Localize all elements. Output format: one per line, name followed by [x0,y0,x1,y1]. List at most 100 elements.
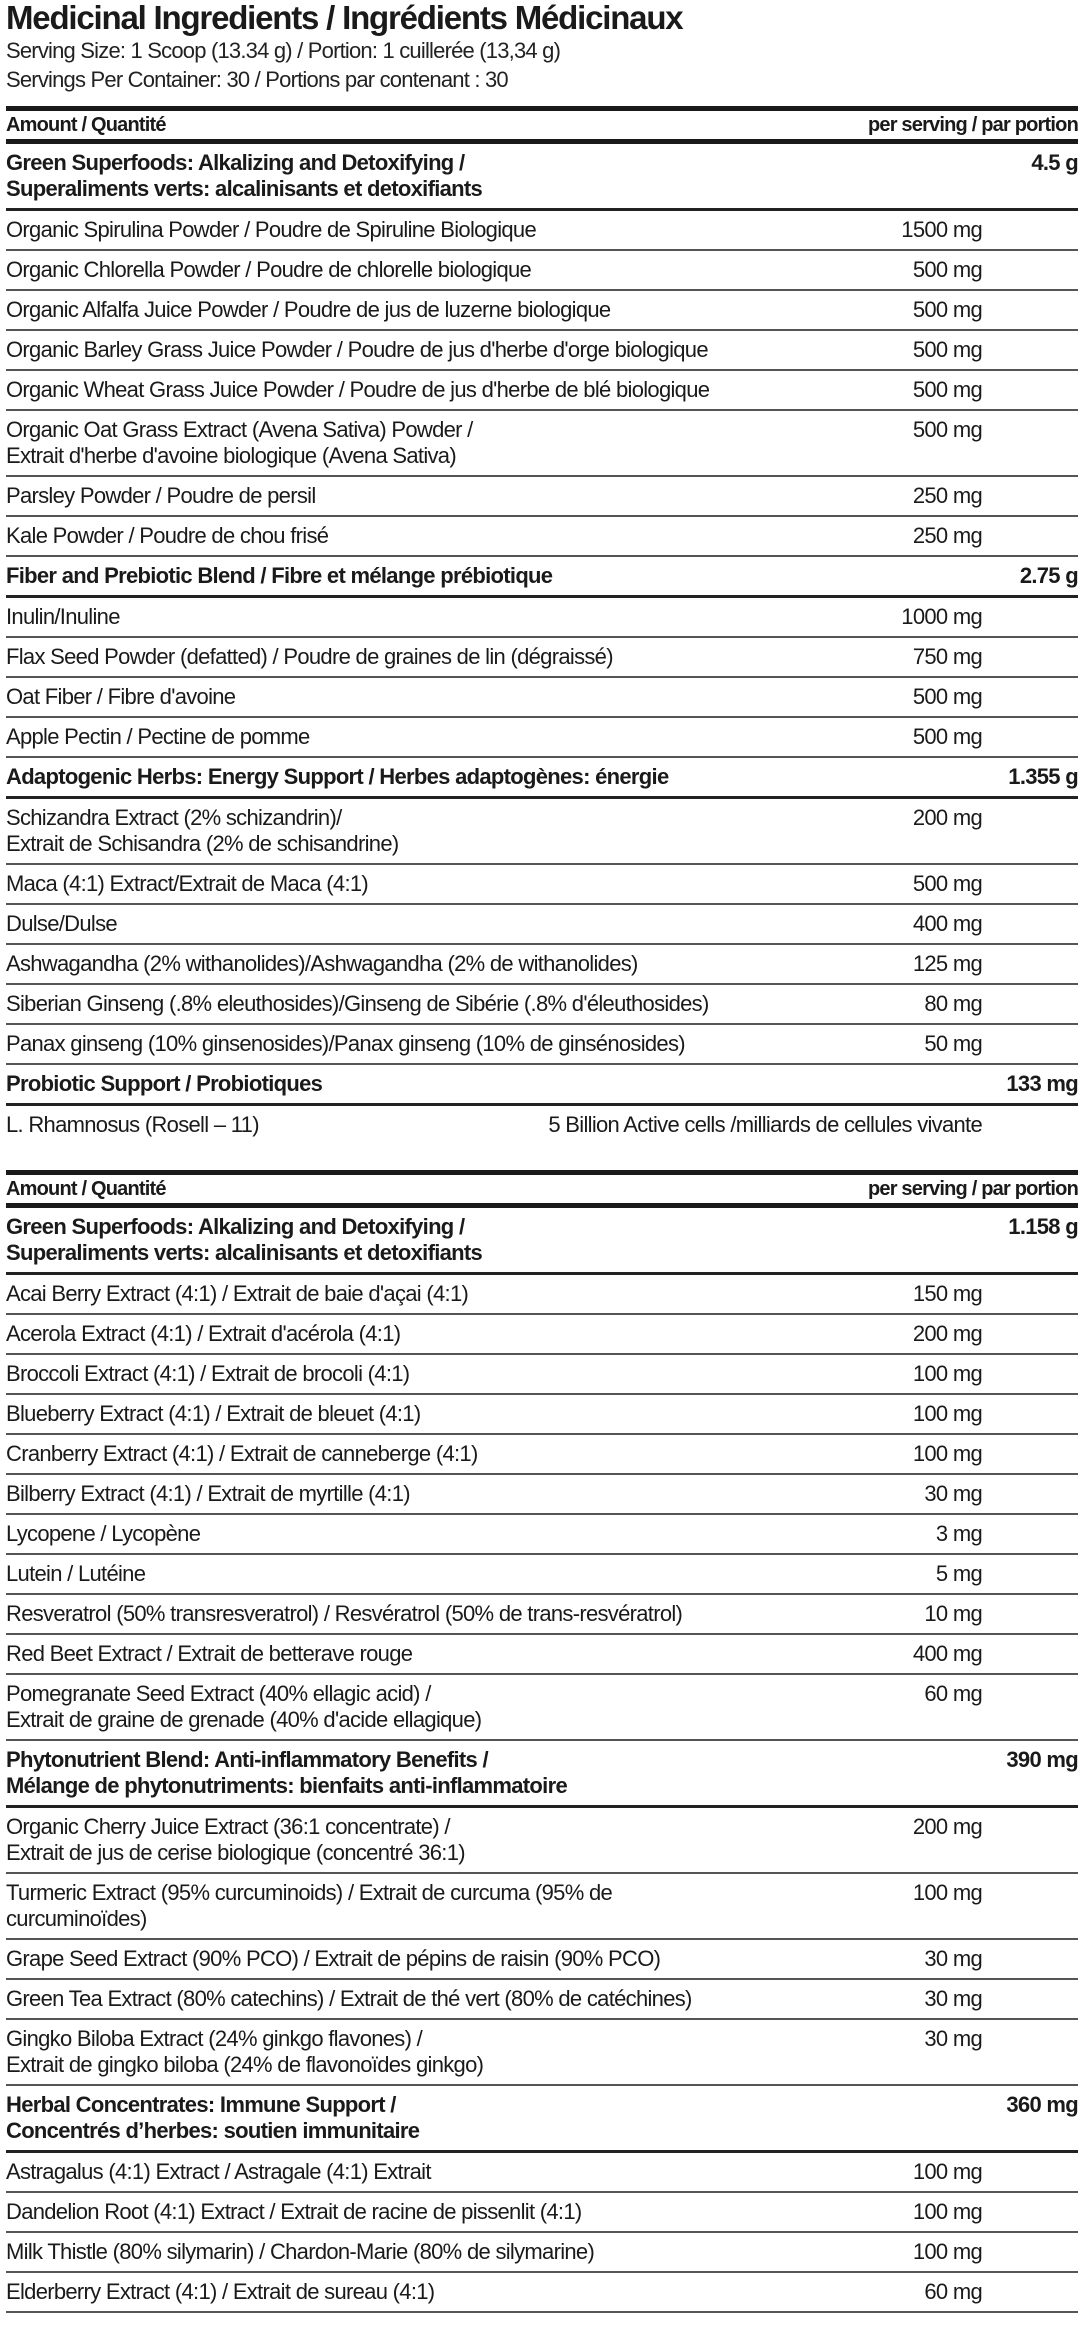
group-amount: 4.5 g [1031,150,1078,175]
group-name: Herbal Concentrates: Immune Support / Con… [6,2092,878,2144]
ingredient-name-line: Apple Pectin / Pectine de pomme [6,724,310,749]
ingredient-name-line: Organic Wheat Grass Juice Powder / Poudr… [6,377,710,402]
ingredient-amount: 125 mg [912,951,983,976]
group-row: Fiber and Prebiotic Blend / Fibre et mél… [6,557,1079,598]
ingredient-name: Organic Barley Grass Juice Powder / Poud… [6,337,732,363]
ingredient-name: Bilberry Extract (4:1) / Extrait de myrt… [6,1481,732,1507]
page-title: Medicinal Ingredients / Ingrédients Médi… [6,0,684,36]
table-divider [6,106,1078,111]
ingredient-name: Siberian Ginseng (.8% eleuthosides)/Gins… [6,991,732,1017]
ingredient-name-line: Blueberry Extract (4:1) / Extrait de ble… [6,1401,421,1426]
ingredient-amount: 3 mg [935,1521,983,1546]
ingredient-name: Parsley Powder / Poudre de persil [6,483,732,509]
group-name-line: Superaliments verts: alcalinisants et de… [6,1240,483,1265]
ingredient-row: Acai Berry Extract (4:1) / Extrait de ba… [6,1275,1078,1315]
ingredient-name-line: Pomegranate Seed Extract (40% ellagic ac… [6,1681,431,1706]
ingredient-amount: 1000 mg [901,604,982,629]
ingredient-amount: 100 mg [912,1401,983,1426]
ingredient-name-line: Green Tea Extract (80% catechins) / Extr… [6,1986,692,2011]
group-name: Phytonutrient Blend: Anti-inflammatory B… [6,1747,878,1799]
group-row: Green Superfoods: Alkalizing and Detoxif… [6,1208,1079,1275]
ingredient-name-line: Organic Barley Grass Juice Powder / Poud… [6,337,709,362]
ingredient-row: Panax ginseng (10% ginsenosides)/Panax g… [6,1025,1078,1065]
ingredient-name: Red Beet Extract / Extrait de betterave … [6,1641,732,1667]
per-serving-header: per serving / par portion [867,1178,1079,1200]
ingredient-amount: 400 mg [912,1641,983,1666]
ingredient-name: Elderberry Extract (4:1) / Extrait de su… [6,2279,732,2305]
ingredient-name-line: Elderberry Extract (4:1) / Extrait de su… [6,2279,435,2304]
ingredient-row: Organic Spirulina Powder / Poudre de Spi… [6,211,1078,251]
ingredient-row: Schizandra Extract (2% schizandrin)/Extr… [6,799,1078,865]
ingredient-amount: 250 mg [912,523,983,548]
group-name-line: Superaliments verts: alcalinisants et de… [6,176,483,201]
ingredient-tables: Amount / Quantité per serving / par porti… [6,106,1079,2313]
ingredient-name: Oat Fiber / Fibre d'avoine [6,684,732,710]
ingredient-amount: 30 mg [924,1481,982,1506]
ingredient-row: Apple Pectin / Pectine de pomme 500 mg [6,718,1078,758]
group-name-line: Phytonutrient Blend: Anti-inflammatory B… [6,1747,489,1772]
ingredient-amount: 5 Billion Active cells /milliards de cel… [548,1112,982,1137]
group-name-line: Green Superfoods: Alkalizing and Detoxif… [6,150,465,175]
ingredient-name-line: Grape Seed Extract (90% PCO) / Extrait d… [6,1946,661,1971]
ingredient-row: Gingko Biloba Extract (24% ginkgo flavon… [6,2020,1078,2086]
ingredient-name: Apple Pectin / Pectine de pomme [6,724,732,750]
ingredient-row: Astragalus (4:1) Extract / Astragale (4:… [6,2153,1078,2193]
ingredient-name: Ashwagandha (2% withanolides)/Ashwagandh… [6,951,732,977]
ingredient-name: Lycopene / Lycopène [6,1521,732,1547]
ingredient-row: Oat Fiber / Fibre d'avoine 500 mg [6,678,1078,718]
ingredient-name-line: Inulin/Inuline [6,604,120,629]
ingredient-name: Milk Thistle (80% silymarin) / Chardon-M… [6,2239,732,2265]
ingredient-name-line: Oat Fiber / Fibre d'avoine [6,684,236,709]
ingredient-name: L. Rhamnosus (Rosell – 11) [6,1112,546,1138]
table-divider [6,1203,1078,1208]
ingredient-name: Schizandra Extract (2% schizandrin)/Extr… [6,805,732,857]
ingredient-amount: 250 mg [912,483,983,508]
ingredient-name-line: Lutein / Lutéine [6,1561,146,1586]
group-name-line: Herbal Concentrates: Immune Support / [6,2092,396,2117]
ingredient-name-line: Organic Spirulina Powder / Poudre de Spi… [6,217,537,242]
ingredient-row: Bilberry Extract (4:1) / Extrait de myrt… [6,1475,1078,1515]
ingredient-name-line: L. Rhamnosus (Rosell – 11) [6,1112,260,1137]
ingredient-amount: 30 mg [924,2026,982,2051]
ingredient-row: Green Tea Extract (80% catechins) / Extr… [6,1980,1078,2020]
ingredient-name-line: Kale Powder / Poudre de chou frisé [6,523,329,548]
group-amount: 2.75 g [1019,563,1079,588]
ingredient-amount: 500 mg [912,297,983,322]
ingredient-name-line: Red Beet Extract / Extrait de betterave … [6,1641,413,1666]
ingredient-amount: 50 mg [924,1031,982,1056]
ingredient-amount: 400 mg [912,911,983,936]
ingredient-name-line: Organic Alfalfa Juice Powder / Poudre de… [6,297,611,322]
group-amount: 1.355 g [1008,764,1078,789]
ingredient-row: Milk Thistle (80% silymarin) / Chardon-M… [6,2233,1078,2273]
ingredient-amount: 200 mg [912,805,983,830]
ingredient-row: Organic Wheat Grass Juice Powder / Poudr… [6,371,1078,411]
ingredient-row: Turmeric Extract (95% curcuminoids) / Ex… [6,1874,1078,1940]
ingredient-row: Acerola Extract (4:1) / Extrait d'acérol… [6,1315,1078,1355]
ingredient-name: Acai Berry Extract (4:1) / Extrait de ba… [6,1281,732,1307]
ingredient-name: Organic Oat Grass Extract (Avena Sativa)… [6,417,732,469]
group-name: Adaptogenic Herbs: Energy Support / Herb… [6,764,878,790]
table-header: Amount / Quantité per serving / par porti… [6,1175,1079,1203]
ingredient-amount: 500 mg [912,871,983,896]
ingredient-name-line: Lycopene / Lycopène [6,1521,201,1546]
group-name-line: Mélange de phytonutriments: bienfaits an… [6,1773,568,1798]
group-name-line: Adaptogenic Herbs: Energy Support / Herb… [6,764,669,789]
ingredient-row: Ashwagandha (2% withanolides)/Ashwagandh… [6,945,1078,985]
ingredient-row: Red Beet Extract / Extrait de betterave … [6,1635,1078,1675]
ingredient-name-line: Parsley Powder / Poudre de persil [6,483,316,508]
ingredient-row: Blueberry Extract (4:1) / Extrait de ble… [6,1395,1078,1435]
ingredient-name-line: Bilberry Extract (4:1) / Extrait de myrt… [6,1481,411,1506]
ingredient-row: Lycopene / Lycopène 3 mg [6,1515,1078,1555]
ingredient-row: Organic Chlorella Powder / Poudre de chl… [6,251,1078,291]
ingredient-amount: 750 mg [912,644,983,669]
ingredient-name: Broccoli Extract (4:1) / Extrait de broc… [6,1361,732,1387]
ingredient-amount: 100 mg [912,1880,983,1905]
ingredient-amount: 10 mg [924,1601,982,1626]
ingredient-amount: 500 mg [912,684,983,709]
ingredient-name-line: Extrait de gingko biloba (24% de flavono… [6,2052,484,2077]
ingredient-row: Resveratrol (50% transresveratrol) / Res… [6,1595,1078,1635]
ingredient-table: Amount / Quantité per serving / par porti… [6,1170,1079,2313]
amount-header: Amount / Quantité [6,1178,167,1200]
group-amount: 360 mg [1006,2092,1078,2117]
